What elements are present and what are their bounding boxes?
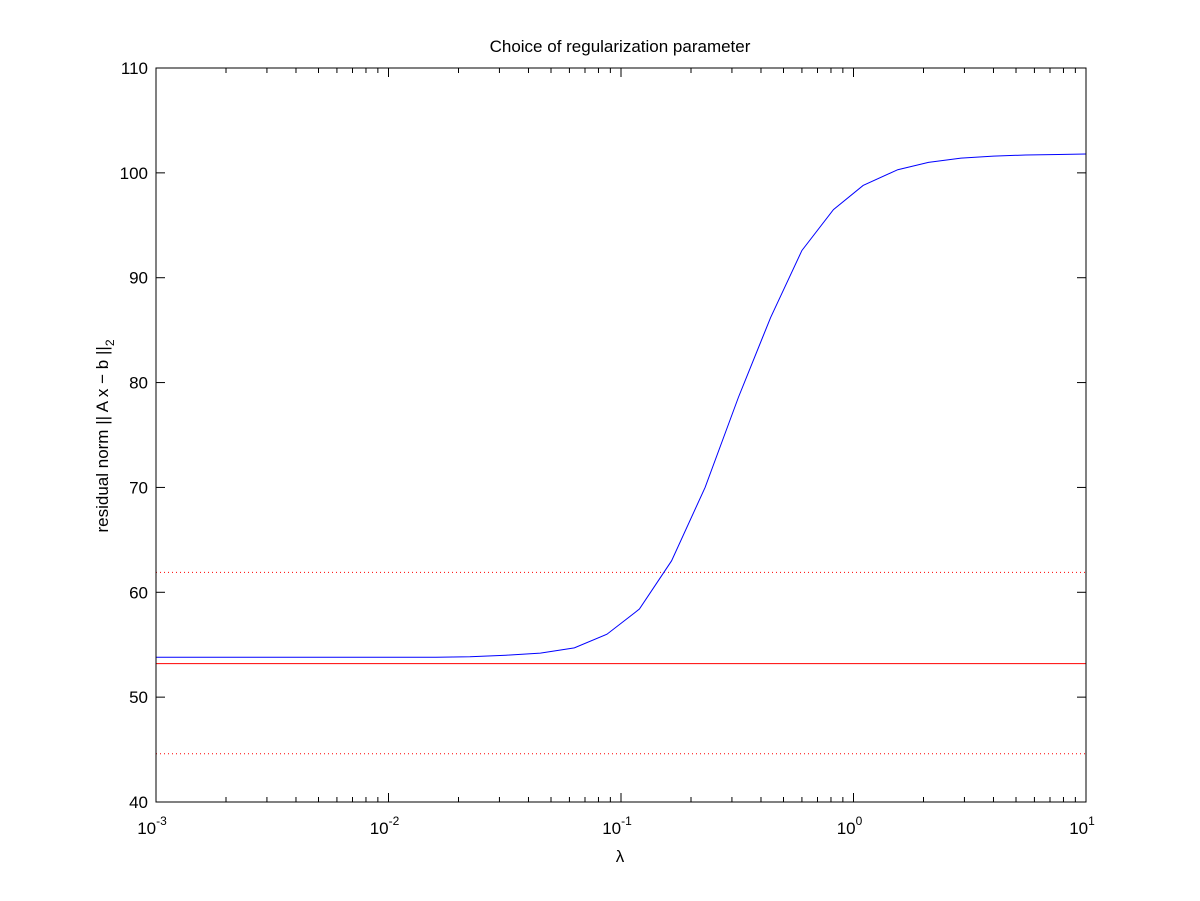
x-axis-label: λ xyxy=(616,847,625,866)
x-tick-label-base: 10 xyxy=(602,819,621,838)
y-axis-label: residual norm || A x − b ||2 xyxy=(93,339,117,532)
y-tick-label: 100 xyxy=(120,164,148,183)
x-tick-label-base: 10 xyxy=(837,819,856,838)
reference-lines xyxy=(156,571,1086,755)
x-tick-label: 100 xyxy=(837,814,863,838)
y-tick-label: 90 xyxy=(129,269,148,288)
x-tick-label-exponent: -2 xyxy=(389,814,400,828)
chart-title: Choice of regularization parameter xyxy=(490,37,751,56)
x-tick-label-exponent: -3 xyxy=(156,814,167,828)
x-tick-label-base: 10 xyxy=(137,819,156,838)
x-tick-label-exponent: 0 xyxy=(856,814,863,828)
series-line-0 xyxy=(156,153,1087,658)
plot-frame xyxy=(155,67,1087,803)
x-tick-label: 101 xyxy=(1069,814,1095,838)
y-tick-label: 70 xyxy=(129,478,148,497)
y-tick-label: 110 xyxy=(121,59,148,78)
x-tick-label: 10-1 xyxy=(602,814,632,838)
y-tick-label: 60 xyxy=(129,583,148,602)
x-tick-label-base: 10 xyxy=(1069,819,1088,838)
y-tick-label: 40 xyxy=(129,793,148,812)
y-tick-label: 50 xyxy=(129,688,148,707)
y-axis-label-main: residual norm || A x − b || xyxy=(93,346,112,532)
x-tick-label-exponent: -1 xyxy=(621,814,632,828)
y-axis-label-subscript: 2 xyxy=(103,339,117,346)
x-tick-label: 10-2 xyxy=(370,814,400,838)
y-tick-label: 80 xyxy=(129,374,148,393)
series-group xyxy=(156,153,1087,658)
x-tick-label-base: 10 xyxy=(370,819,389,838)
x-tick-label-exponent: 1 xyxy=(1088,814,1095,828)
x-tick-label: 10-3 xyxy=(137,814,167,838)
